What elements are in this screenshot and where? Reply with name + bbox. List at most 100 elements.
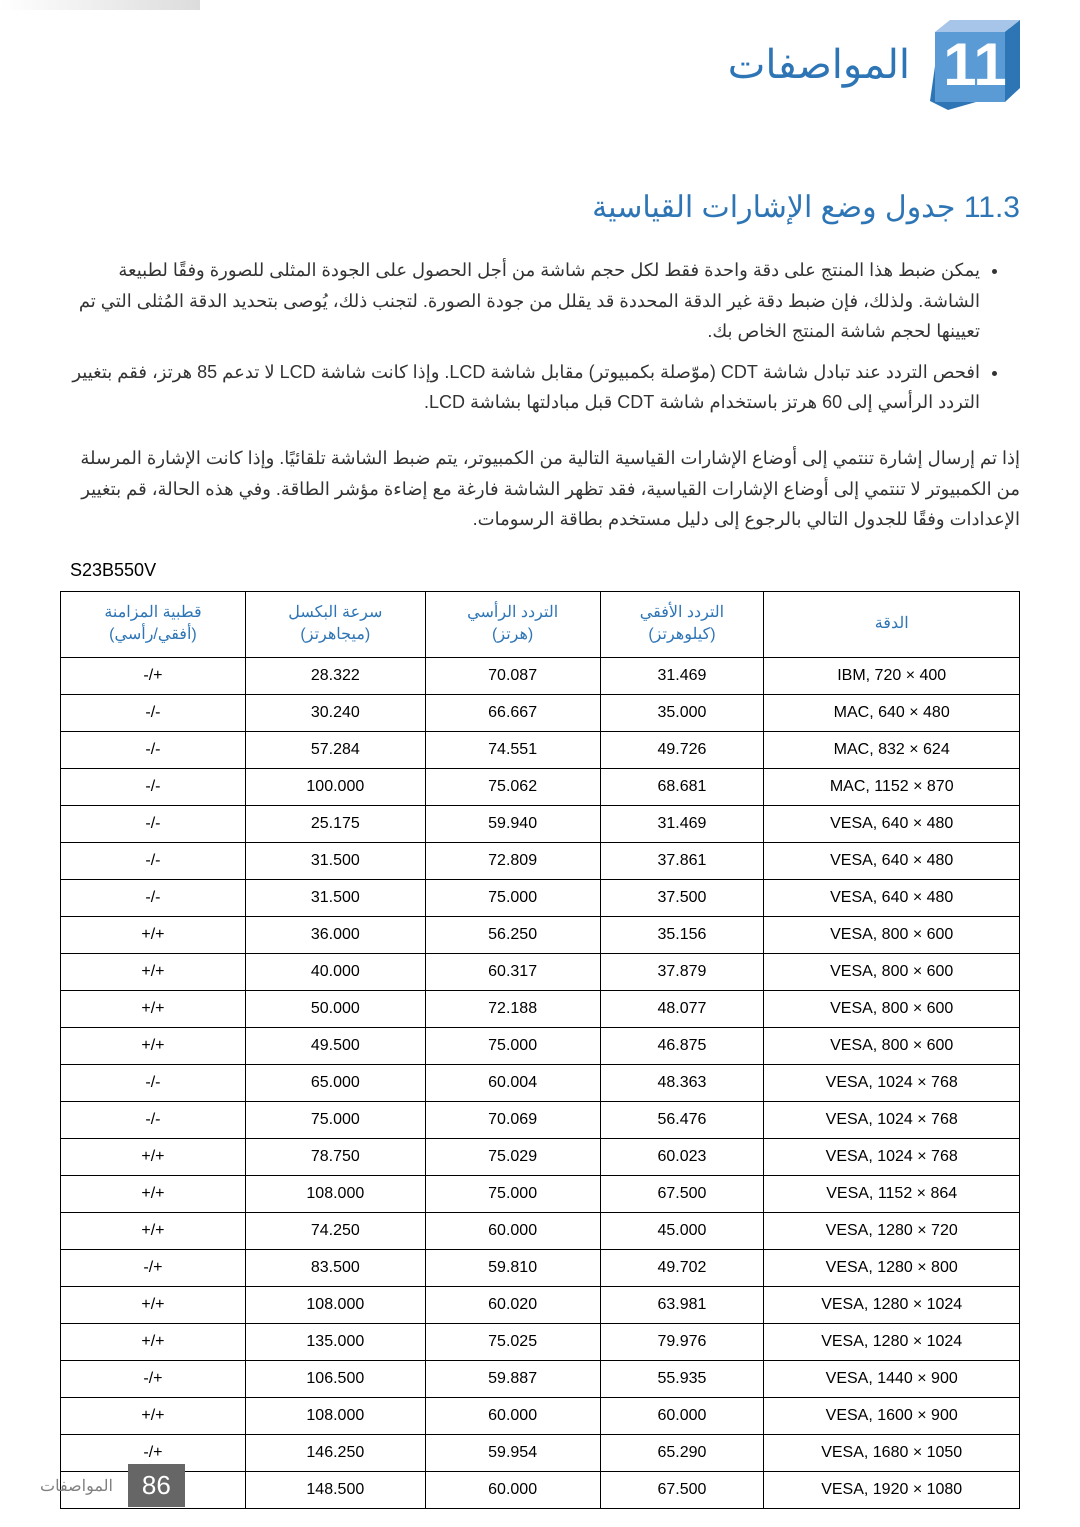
table-row: VESA, 1024 × 76856.47670.06975.000-/-: [61, 1101, 1020, 1138]
table-row: VESA, 800 × 60046.87575.00049.500+/+: [61, 1027, 1020, 1064]
table-cell: 74.250: [245, 1212, 425, 1249]
table-cell: VESA, 800 × 600: [764, 953, 1020, 990]
table-cell: 70.087: [425, 657, 600, 694]
bullet-item: يمكن ضبط هذا المنتج على دقة واحدة فقط لك…: [60, 255, 980, 347]
table-header-row: الدقةالتردد الأفقي(كيلوهرتز)التردد الرأس…: [61, 591, 1020, 657]
table-cell: 35.156: [600, 916, 764, 953]
table-cell: 59.954: [425, 1434, 600, 1471]
table-row: VESA, 1280 × 102479.97675.025135.000+/+: [61, 1323, 1020, 1360]
table-row: VESA, 1680 × 105065.29059.954146.250-/+: [61, 1434, 1020, 1471]
column-header: التردد الأفقي(كيلوهرتز): [600, 591, 764, 657]
table-cell: 30.240: [245, 694, 425, 731]
table-cell: 72.809: [425, 842, 600, 879]
signal-modes-table: الدقةالتردد الأفقي(كيلوهرتز)التردد الرأس…: [60, 591, 1020, 1509]
table-cell: MAC, 1152 × 870: [764, 768, 1020, 805]
table-row: VESA, 640 × 48037.86172.80931.500-/-: [61, 842, 1020, 879]
table-cell: 60.000: [425, 1471, 600, 1508]
table-cell: VESA, 1024 × 768: [764, 1138, 1020, 1175]
table-cell: 83.500: [245, 1249, 425, 1286]
column-header: قطبية المزامنة(أفقي/رأسي): [61, 591, 246, 657]
table-cell: 70.069: [425, 1101, 600, 1138]
table-cell: VESA, 800 × 600: [764, 916, 1020, 953]
table-cell: 108.000: [245, 1397, 425, 1434]
footer-text: المواصفات: [40, 1476, 113, 1496]
table-cell: 55.935: [600, 1360, 764, 1397]
table-cell: 37.879: [600, 953, 764, 990]
chapter-header: 11 المواصفات: [60, 20, 1020, 110]
table-cell: VESA, 1152 × 864: [764, 1175, 1020, 1212]
table-cell: -/-: [61, 731, 246, 768]
table-cell: 74.551: [425, 731, 600, 768]
column-header: سرعة البكسل(ميجاهرتز): [245, 591, 425, 657]
table-row: VESA, 800 × 60048.07772.18850.000+/+: [61, 990, 1020, 1027]
chapter-number-block: 11: [930, 20, 1020, 110]
table-cell: 49.726: [600, 731, 764, 768]
table-cell: 60.000: [600, 1397, 764, 1434]
table-cell: -/+: [61, 1249, 246, 1286]
table-cell: +/+: [61, 1323, 246, 1360]
table-cell: +/+: [61, 1397, 246, 1434]
table-cell: 65.290: [600, 1434, 764, 1471]
table-row: VESA, 1920 × 108067.50060.000148.500+/+: [61, 1471, 1020, 1508]
table-cell: 75.000: [245, 1101, 425, 1138]
column-header: التردد الرأسي(هرتز): [425, 591, 600, 657]
table-cell: 108.000: [245, 1175, 425, 1212]
table-cell: 60.000: [425, 1397, 600, 1434]
table-cell: 60.317: [425, 953, 600, 990]
description-paragraph: إذا تم إرسال إشارة تنتمي إلى أوضاع الإشا…: [60, 443, 1020, 535]
table-cell: 28.322: [245, 657, 425, 694]
table-cell: VESA, 1920 × 1080: [764, 1471, 1020, 1508]
table-cell: +/+: [61, 916, 246, 953]
section-title-text: جدول وضع الإشارات القياسية: [592, 191, 955, 224]
table-cell: +/+: [61, 1027, 246, 1064]
table-cell: -/+: [61, 657, 246, 694]
table-cell: 75.062: [425, 768, 600, 805]
table-cell: IBM, 720 × 400: [764, 657, 1020, 694]
table-cell: 79.976: [600, 1323, 764, 1360]
table-cell: -/-: [61, 1064, 246, 1101]
table-cell: 78.750: [245, 1138, 425, 1175]
table-cell: VESA, 640 × 480: [764, 842, 1020, 879]
table-cell: 148.500: [245, 1471, 425, 1508]
table-cell: 75.000: [425, 1175, 600, 1212]
table-row: VESA, 640 × 48031.46959.94025.175-/-: [61, 805, 1020, 842]
table-cell: VESA, 1440 × 900: [764, 1360, 1020, 1397]
table-row: VESA, 1280 × 102463.98160.020108.000+/+: [61, 1286, 1020, 1323]
table-cell: 75.000: [425, 879, 600, 916]
table-cell: VESA, 800 × 600: [764, 1027, 1020, 1064]
table-cell: -/-: [61, 879, 246, 916]
table-row: VESA, 1024 × 76860.02375.02978.750+/+: [61, 1138, 1020, 1175]
table-cell: -/-: [61, 805, 246, 842]
table-cell: +/+: [61, 1212, 246, 1249]
table-cell: 56.250: [425, 916, 600, 953]
table-cell: VESA, 800 × 600: [764, 990, 1020, 1027]
table-cell: 31.469: [600, 657, 764, 694]
table-cell: 56.476: [600, 1101, 764, 1138]
table-cell: 66.667: [425, 694, 600, 731]
table-cell: -/-: [61, 694, 246, 731]
chapter-title: المواصفات: [728, 42, 910, 88]
table-cell: VESA, 1680 × 1050: [764, 1434, 1020, 1471]
table-cell: 135.000: [245, 1323, 425, 1360]
table-cell: 60.004: [425, 1064, 600, 1101]
table-cell: 67.500: [600, 1175, 764, 1212]
table-cell: -/+: [61, 1360, 246, 1397]
table-row: VESA, 1440 × 90055.93559.887106.500-/+: [61, 1360, 1020, 1397]
table-cell: 59.940: [425, 805, 600, 842]
section-heading: 11.3 جدول وضع الإشارات القياسية: [60, 190, 1020, 225]
table-cell: +/+: [61, 1175, 246, 1212]
table-cell: VESA, 1280 × 1024: [764, 1323, 1020, 1360]
table-cell: 108.000: [245, 1286, 425, 1323]
table-cell: 46.875: [600, 1027, 764, 1064]
table-cell: 75.025: [425, 1323, 600, 1360]
table-cell: 60.023: [600, 1138, 764, 1175]
table-cell: 31.500: [245, 879, 425, 916]
table-cell: 31.469: [600, 805, 764, 842]
table-cell: -/-: [61, 768, 246, 805]
table-row: VESA, 1280 × 72045.00060.00074.250+/+: [61, 1212, 1020, 1249]
table-cell: 100.000: [245, 768, 425, 805]
table-cell: VESA, 1280 × 720: [764, 1212, 1020, 1249]
table-cell: VESA, 640 × 480: [764, 879, 1020, 916]
table-row: IBM, 720 × 40031.46970.08728.322-/+: [61, 657, 1020, 694]
table-cell: 67.500: [600, 1471, 764, 1508]
